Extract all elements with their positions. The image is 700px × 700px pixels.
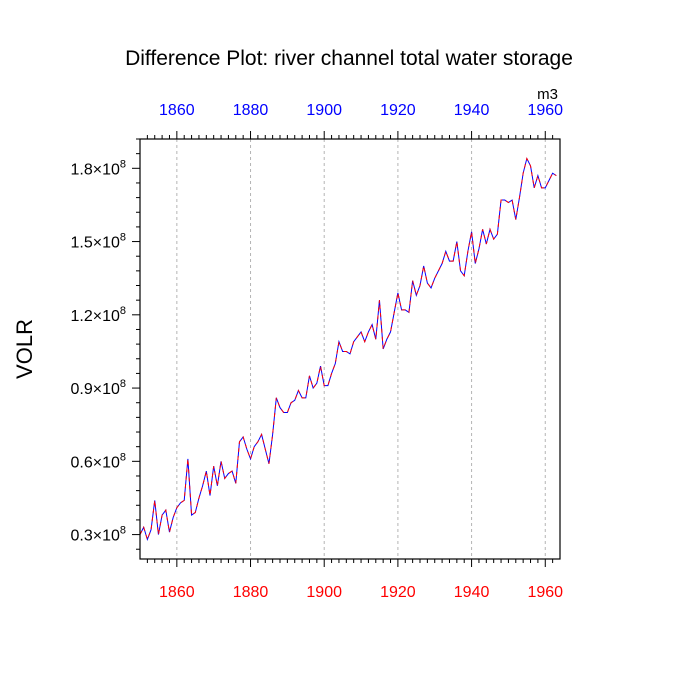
x-tick-label-top: 1960 [527,102,563,119]
x-tick-label-bottom: 1880 [233,584,269,601]
units-label: m3 [537,86,558,103]
chart-title: Difference Plot: river channel total wat… [125,47,573,70]
x-tick-label-bottom: 1920 [380,584,416,601]
x-tick-label-top: 1940 [454,102,490,119]
y-tick-label: 0.3×108 [70,525,126,545]
x-tick-label-bottom: 1940 [454,584,490,601]
x-tick-label-bottom: 1860 [159,584,195,601]
x-tick-label-top: 1920 [380,102,416,119]
y-tick-label: 1.8×108 [70,158,126,178]
grid-layer [176,139,546,559]
y-tick-label: 0.9×108 [70,378,126,398]
y-tick-label: 0.6×108 [70,451,126,471]
y-tick-label: 1.5×108 [70,232,126,252]
x-tick-label-top: 1860 [159,102,195,119]
series-line-blue [139,157,557,542]
series-line-red-dashed [139,157,557,542]
y-axis-label: VOLR [12,319,37,379]
axis-layer: 1860 1860 1880 1880 1900 1900 1920 1920 1940 1940… [70,102,563,601]
x-tick-label-top: 1900 [306,102,342,119]
x-tick-label-bottom: 1900 [306,584,342,601]
y-tick-label: 1.2×108 [70,305,126,325]
x-tick-label-top: 1880 [233,102,269,119]
x-tick-label-bottom: 1960 [527,584,563,601]
plot-frame [139,138,561,560]
series-layer [139,157,557,542]
